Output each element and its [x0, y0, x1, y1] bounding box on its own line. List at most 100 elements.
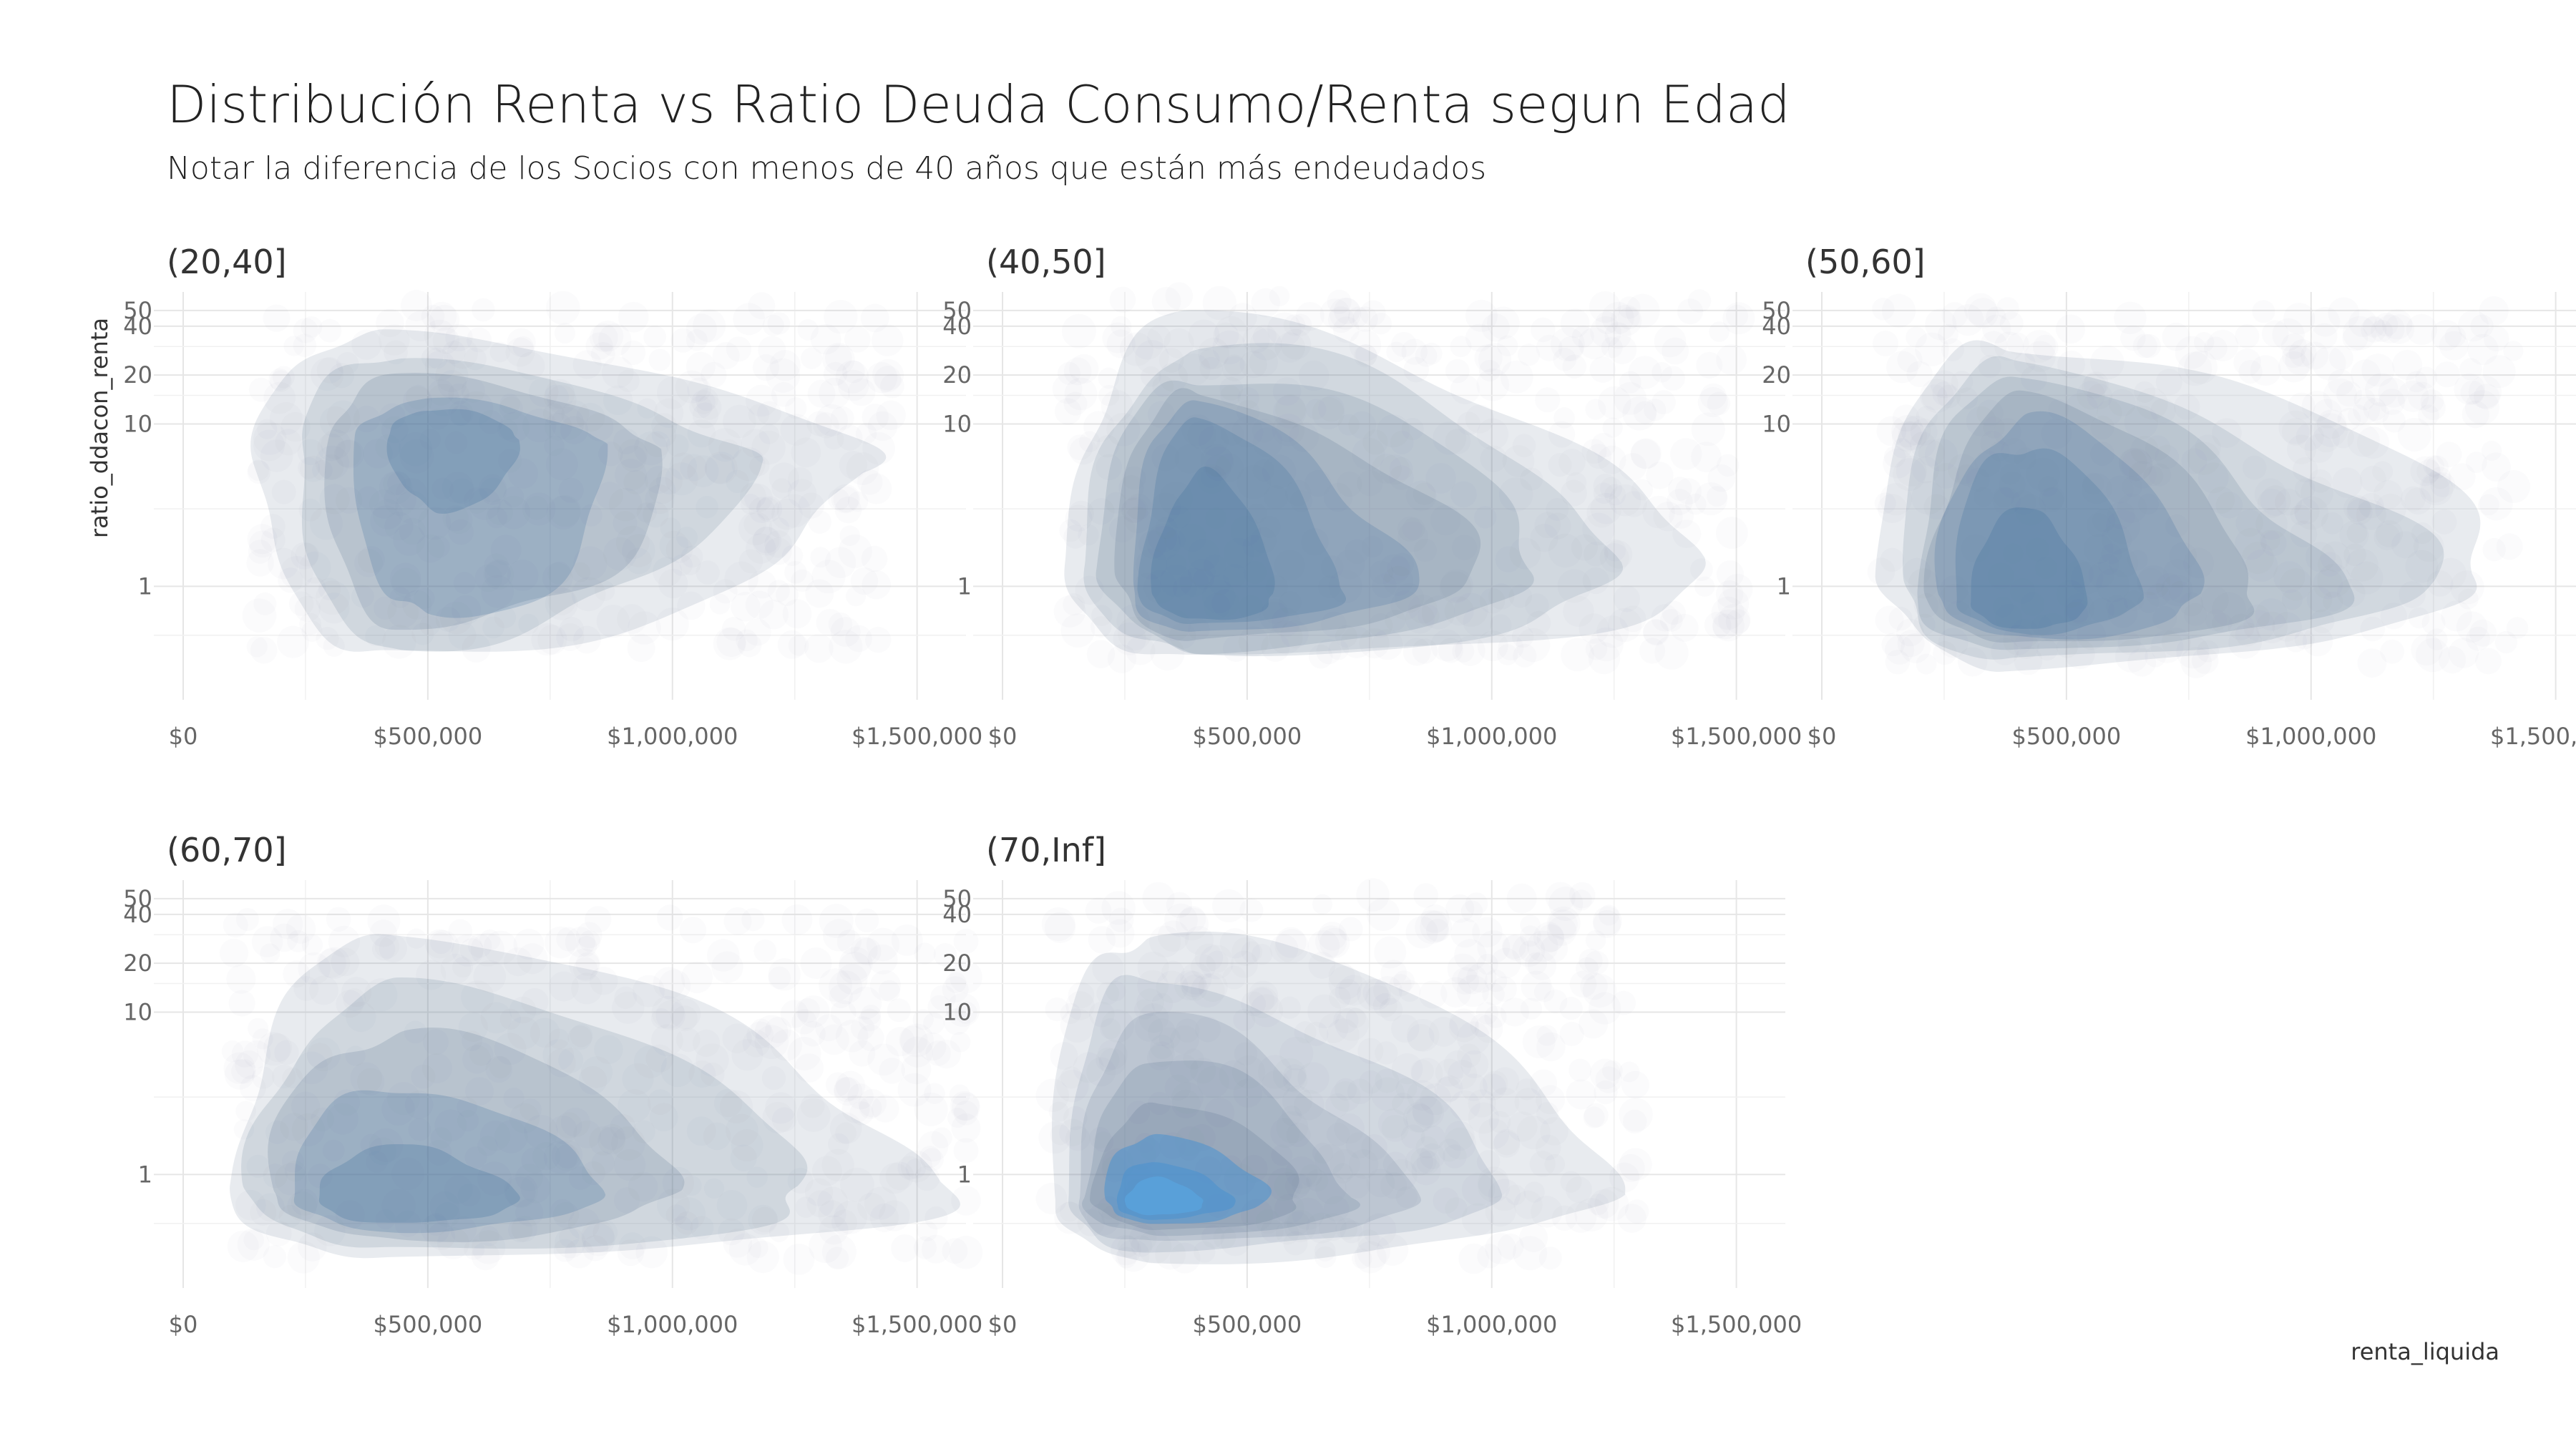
x-tick-label: $500,000 — [374, 1311, 483, 1338]
scatter-point — [421, 305, 445, 328]
density-band — [1875, 340, 2481, 672]
scatter-point — [1420, 911, 1452, 943]
scatter-point — [769, 958, 801, 990]
scatter-point — [711, 951, 743, 982]
scatter-point — [1312, 894, 1332, 914]
scatter-point — [1885, 635, 1914, 665]
y-tick-label: 20 — [1762, 361, 1791, 389]
scatter-point — [1501, 361, 1533, 394]
y-tick-label: 40 — [942, 313, 972, 340]
scatter-point — [880, 374, 904, 399]
scatter-point — [914, 1236, 937, 1259]
scatter-point — [1465, 892, 1488, 915]
facet-strip-label: (70,Inf] — [986, 831, 1106, 869]
scatter-point — [819, 378, 850, 409]
scatter-point — [1625, 1199, 1649, 1224]
y-tick-label: 10 — [1762, 410, 1791, 437]
scatter-point — [1450, 918, 1480, 947]
x-tick-label: $1,000,000 — [1426, 1311, 1557, 1338]
scatter-point — [643, 326, 666, 348]
x-tick-label: $1,000,000 — [607, 723, 738, 750]
x-tick-label: $1,500,000 — [1671, 1311, 1802, 1338]
density-band — [1923, 390, 2255, 643]
density-band — [241, 977, 808, 1249]
scatter-point — [797, 319, 819, 341]
scatter-point — [263, 1245, 286, 1268]
scatter-point — [243, 1230, 264, 1251]
scatter-point — [2233, 348, 2261, 376]
scatter-point — [1716, 580, 1744, 608]
scatter-point — [2398, 418, 2431, 452]
scatter-point — [1561, 308, 1590, 338]
scatter-point — [1546, 882, 1576, 912]
scatter-point — [892, 924, 923, 956]
scatter-point — [649, 348, 671, 371]
scatter-point — [1087, 640, 1115, 668]
scatter-point — [1670, 438, 1702, 469]
scatter-point — [2120, 326, 2145, 351]
scatter-point — [2461, 381, 2485, 405]
x-tick-label: $1,000,000 — [1426, 723, 1557, 750]
scatter-point — [953, 1138, 978, 1163]
density-band — [1137, 417, 1347, 624]
scatter-point — [2416, 638, 2450, 673]
scatter-point — [831, 1000, 857, 1026]
scatter-point — [1521, 997, 1542, 1019]
scatter-point — [1586, 930, 1606, 951]
y-tick-label: 20 — [123, 950, 152, 977]
scatter-point — [449, 919, 473, 943]
x-axis-title: renta_liquida — [2351, 1338, 2499, 1365]
scatter-point — [2278, 351, 2310, 383]
scatter-point — [1589, 291, 1621, 323]
scatter-point — [680, 917, 706, 943]
y-tick-label: 20 — [942, 361, 972, 389]
density-band — [1955, 448, 2144, 635]
scatter-point — [855, 909, 879, 932]
scatter-point — [713, 342, 740, 369]
scatter-point — [2162, 323, 2190, 351]
y-tick-label: 50 — [942, 885, 972, 912]
scatter-point — [1875, 606, 1904, 635]
scatter-point — [2459, 358, 2482, 380]
x-tick-label: $0 — [169, 723, 198, 750]
scatter-point — [2482, 452, 2511, 482]
scatter-point — [1413, 883, 1438, 908]
scatter-point — [585, 906, 611, 932]
scatter-point — [776, 583, 799, 606]
scatter-point — [2376, 315, 2404, 343]
scatter-point — [1619, 1062, 1640, 1083]
scatter-point — [859, 1009, 882, 1032]
scatter-point — [1623, 1110, 1646, 1133]
scatter-point — [693, 309, 726, 342]
y-tick-label: 10 — [123, 998, 152, 1025]
scatter-point — [2252, 300, 2275, 323]
density-band — [353, 397, 608, 618]
scatter-point — [2056, 314, 2085, 343]
scatter-point — [861, 304, 889, 333]
chart-subtitle: Notar la diferencia de los Socios con me… — [167, 150, 1487, 187]
scatter-point — [1996, 297, 2019, 320]
scatter-point — [781, 904, 812, 935]
scatter-point — [1448, 954, 1478, 985]
y-tick-label: 1 — [138, 572, 152, 600]
scatter-point — [1707, 392, 1731, 416]
scatter-point — [879, 980, 900, 1002]
scatter-point — [1571, 889, 1592, 910]
x-tick-label: $1,500,000 — [852, 1311, 982, 1338]
scatter-point — [872, 1095, 899, 1123]
scatter-point — [2421, 389, 2444, 413]
scatter-point — [1535, 387, 1560, 412]
scatter-point — [733, 303, 765, 335]
scatter-point — [1553, 348, 1576, 371]
scatter-point — [834, 1077, 862, 1106]
scatter-point — [1042, 907, 1075, 941]
x-tick-label: $1,500,000 — [1671, 723, 1802, 750]
scatter-point — [1667, 489, 1693, 515]
scatter-point — [862, 570, 891, 600]
scatter-point — [950, 1032, 970, 1052]
scatter-point — [229, 990, 255, 1016]
